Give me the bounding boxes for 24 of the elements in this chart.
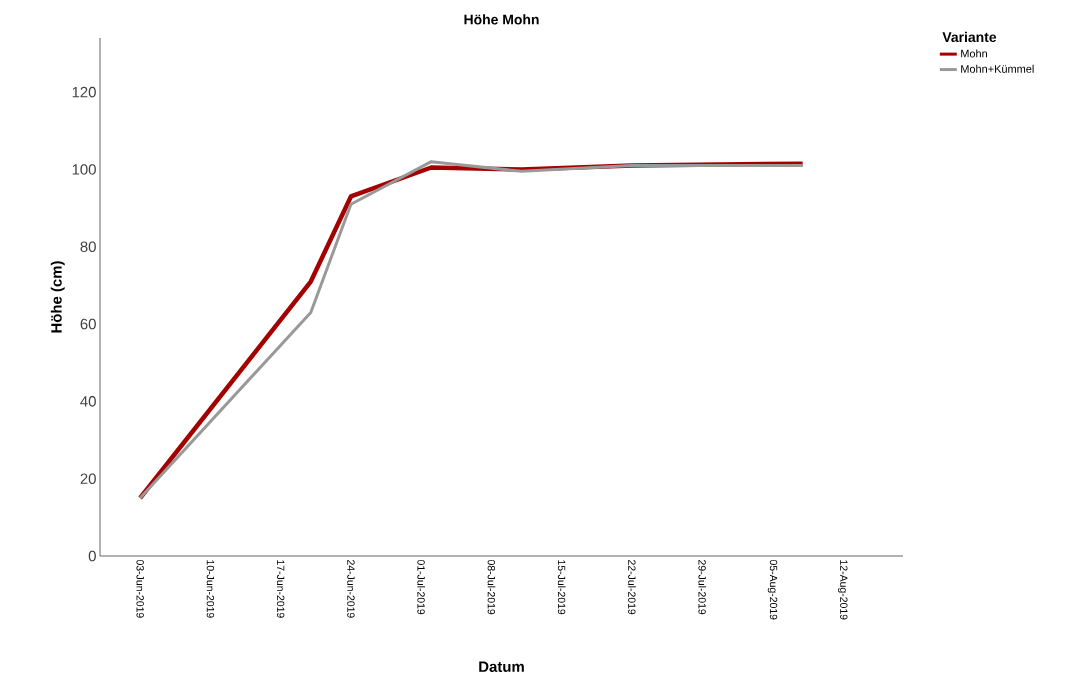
x-tick-label: 01-Jul-2019 (417, 559, 426, 615)
x-tick-label: 22-Jul-2019 (628, 560, 636, 615)
y-tick-label: 100 (72, 164, 96, 175)
legend-label: Mohn+Kümmel (961, 64, 1034, 73)
legend-label: Mohn (961, 49, 987, 58)
x-tick-label: 03-Jun-2019 (136, 559, 144, 618)
y-tick-label: 0 (88, 550, 96, 562)
x-tick-label: 29-Jul-2019 (698, 560, 707, 615)
x-tick-label: 10-Jun-2019 (206, 560, 215, 618)
x-tick-label: 17-Jun-2019 (276, 560, 285, 618)
y-tick-label: 20 (80, 473, 96, 484)
y-axis-title: Höhe (cm) (50, 261, 65, 333)
x-tick-label: 24-Jun-2019 (347, 560, 355, 618)
y-tick-label: 60 (80, 318, 96, 330)
x-tick-label: 05-Aug-2019 (767, 559, 778, 620)
y-tick-label: 120 (72, 86, 96, 98)
legend-title: Variante (942, 31, 997, 43)
x-tick-label: 15-Jul-2019 (557, 560, 566, 615)
x-tick-label: 12-Aug-2019 (838, 560, 848, 620)
x-axis-title: Datum (479, 661, 524, 672)
chart-title: Höhe Mohn (464, 14, 539, 25)
y-tick-label: 80 (80, 241, 96, 253)
x-tick-label: 08-Jul-2019 (487, 559, 496, 615)
y-tick-label: 40 (80, 396, 96, 407)
